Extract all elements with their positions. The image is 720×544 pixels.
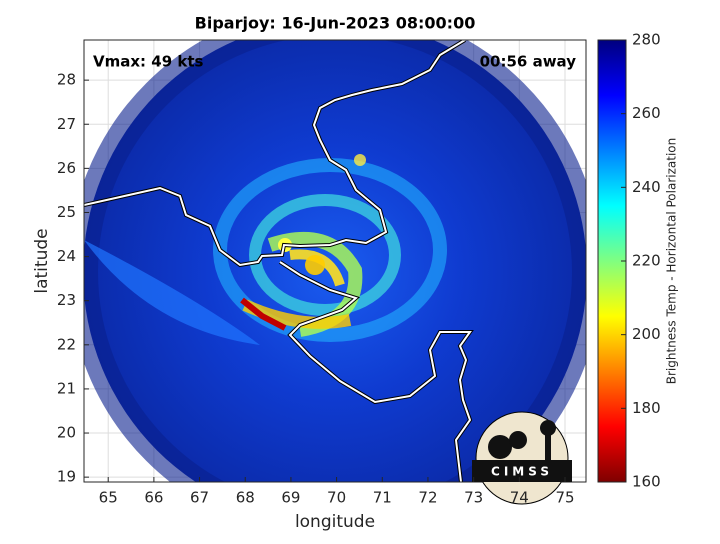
annotation: 00:56 away <box>480 53 577 71</box>
colorbar-tick-label: 240 <box>632 178 661 196</box>
x-tick-label: 73 <box>464 489 483 507</box>
y-tick-label: 19 <box>57 468 76 486</box>
y-tick-label: 25 <box>57 203 76 221</box>
x-tick-label: 71 <box>373 489 392 507</box>
colorbar-label: Brightness Temp - Horizontal Polarizatio… <box>665 138 679 385</box>
colorbar-tick-label: 180 <box>632 399 661 417</box>
colorbar-tick-label: 260 <box>632 104 661 122</box>
plot-frame <box>83 39 587 483</box>
x-tick-label: 69 <box>281 489 300 507</box>
x-tick-label: 68 <box>236 489 255 507</box>
colorbar-tick-label: 200 <box>632 325 661 343</box>
x-tick-label: 70 <box>327 489 346 507</box>
y-tick-label: 24 <box>57 247 76 265</box>
x-axis-label: longitude <box>295 512 375 532</box>
x-tick-label: 75 <box>555 489 574 507</box>
y-tick-label: 22 <box>57 335 76 353</box>
y-tick-label: 21 <box>57 379 76 397</box>
y-tick-label: 28 <box>57 71 76 89</box>
colorbar-tick-label: 280 <box>632 31 661 49</box>
x-tick-label: 72 <box>418 489 437 507</box>
chart-title: Biparjoy: 16-Jun-2023 08:00:00 <box>195 14 476 33</box>
x-tick-label: 67 <box>190 489 209 507</box>
y-tick-label: 23 <box>57 291 76 309</box>
logo: CIMSS <box>472 411 572 505</box>
satellite-image <box>84 40 586 482</box>
y-tick-label: 27 <box>57 115 76 133</box>
annotation: Vmax: 49 kts <box>93 53 203 71</box>
colorbar-tick-label: 220 <box>632 252 661 270</box>
y-axis-label: latitude <box>32 228 52 293</box>
y-tick-label: 20 <box>57 424 76 442</box>
x-tick-label: 65 <box>99 489 118 507</box>
logo-text: CIMSS <box>491 465 553 479</box>
y-tick-label: 26 <box>57 159 76 177</box>
x-tick-label: 66 <box>144 489 163 507</box>
colorbar-tick-label: 160 <box>632 473 661 491</box>
x-tick-label: 74 <box>510 489 529 507</box>
